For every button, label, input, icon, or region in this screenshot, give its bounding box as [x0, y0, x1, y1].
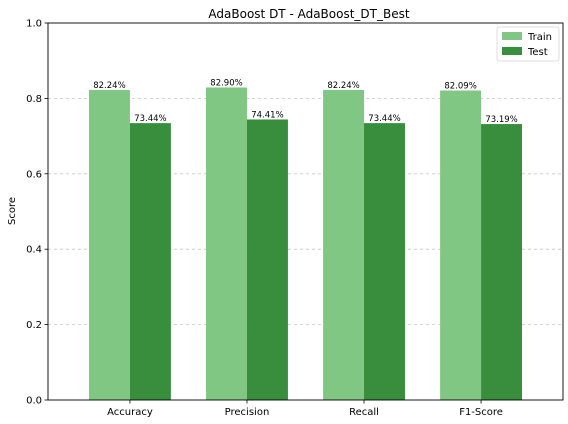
y-tick-label: 0.2 — [26, 320, 42, 331]
bar-train-recall — [323, 89, 365, 400]
y-axis: 0.0 0.2 0.4 0.6 0.8 1.0 — [26, 19, 48, 407]
bar-test-precision — [246, 119, 288, 400]
x-tick-label: Accuracy — [107, 407, 153, 418]
data-label-train: 82.90% — [210, 78, 242, 88]
data-label-test: 73.44% — [134, 114, 166, 124]
x-tick-label: Precision — [225, 407, 270, 418]
legend-swatch-train — [502, 32, 522, 40]
bar-train-precision — [206, 87, 247, 400]
bar-test-f1-score — [481, 124, 523, 400]
data-label-test: 73.44% — [368, 114, 400, 124]
y-tick-label: 1.0 — [26, 19, 42, 30]
data-label-train: 82.09% — [444, 82, 476, 92]
legend-label-train: Train — [527, 32, 552, 43]
legend: Train Test — [496, 26, 560, 62]
y-axis-label: Score — [7, 197, 18, 225]
x-tick-label: F1-Score — [459, 407, 503, 418]
y-tick-label: 0.6 — [26, 169, 42, 180]
bars-group — [88, 87, 523, 401]
bar-train-accuracy — [88, 89, 130, 400]
legend-label-test: Test — [527, 47, 548, 58]
bar-test-accuracy — [129, 123, 171, 401]
data-label-train: 82.24% — [93, 81, 125, 91]
plot-frame — [47, 22, 564, 401]
data-label-train: 82.24% — [327, 81, 359, 91]
y-tick-label: 0.4 — [26, 245, 42, 256]
data-label-test: 74.41% — [251, 110, 283, 120]
bar-train-f1-score — [440, 90, 482, 401]
legend-swatch-test — [502, 47, 522, 55]
bar-test-recall — [364, 123, 405, 401]
x-tick-label: Recall — [349, 407, 379, 418]
x-axis: Accuracy Precision Recall F1-Score — [107, 400, 503, 418]
chart-title: AdaBoost DT - AdaBoost_DT_Best — [208, 7, 409, 21]
y-tick-label: 0.0 — [26, 396, 42, 407]
y-tick-label: 0.8 — [26, 94, 42, 105]
data-label-test: 73.19% — [485, 115, 517, 125]
data-labels-group: 82.24% 73.44% 82.90% 74.41% 82.24% 73.44% 82.0… — [93, 78, 518, 125]
